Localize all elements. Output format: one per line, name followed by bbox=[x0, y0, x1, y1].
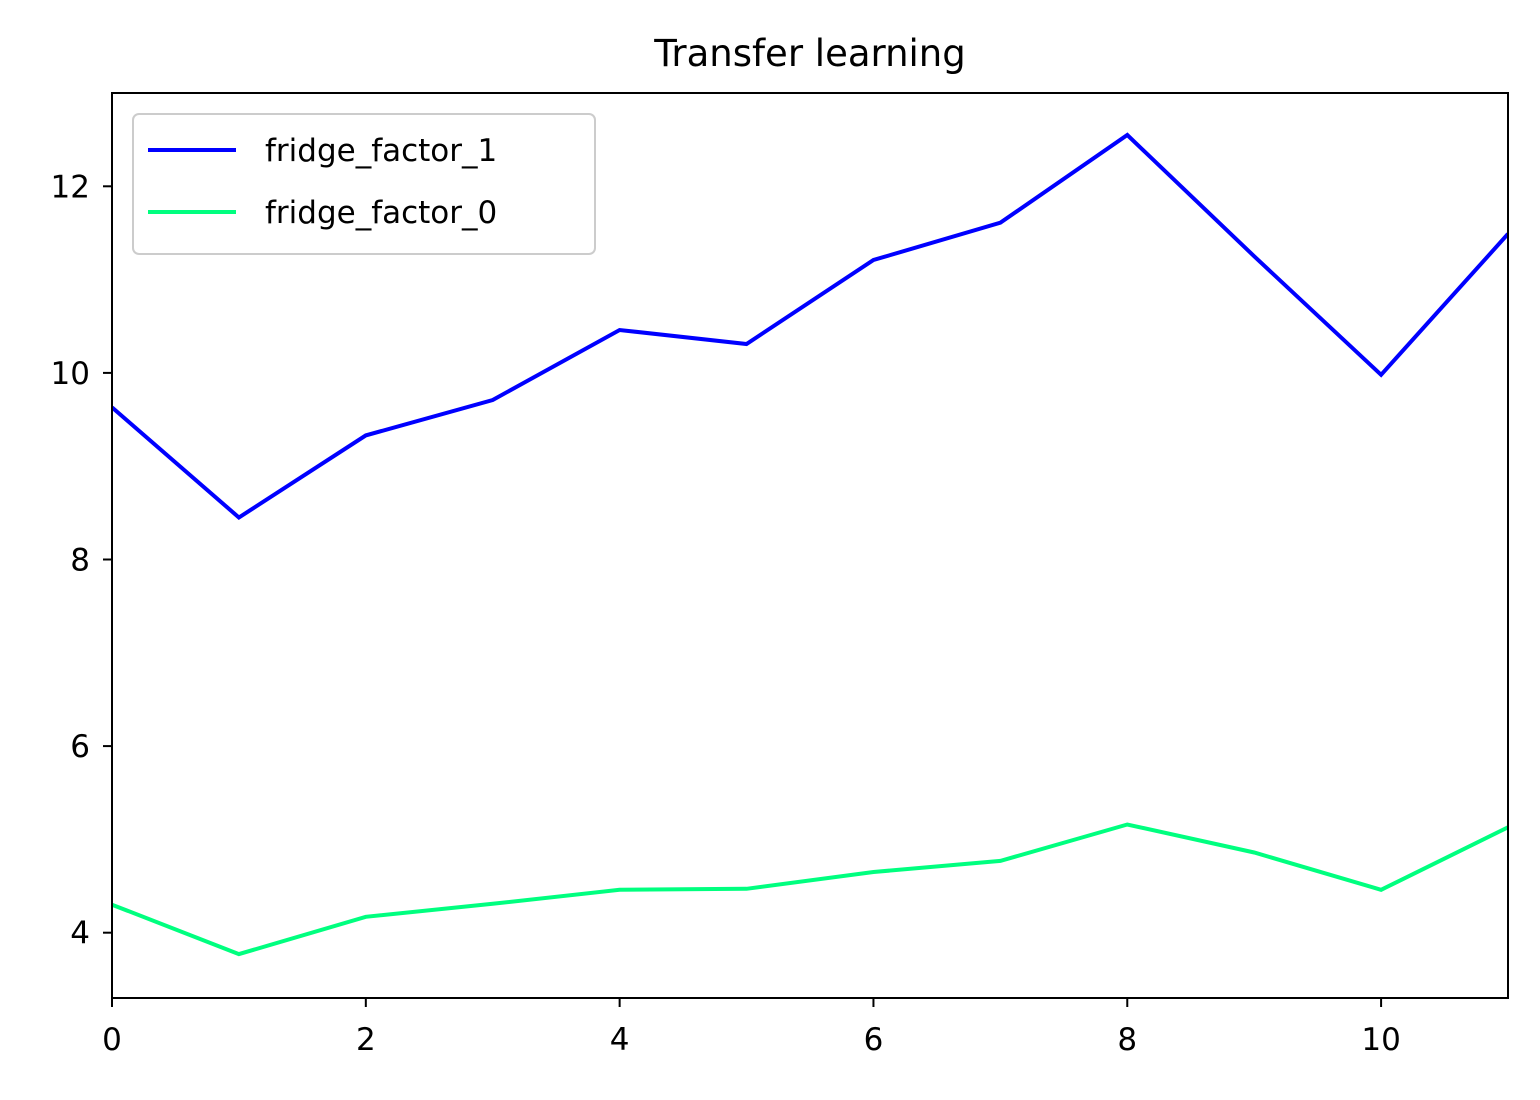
x-tick-label: 4 bbox=[610, 1022, 630, 1058]
series-line-fridge_factor_1 bbox=[112, 132, 1508, 520]
x-tick-label: 0 bbox=[102, 1022, 122, 1058]
legend-label-fridge_factor_0: fridge_factor_0 bbox=[265, 195, 497, 231]
y-tick-label: 8 bbox=[70, 542, 90, 578]
x-tick-label: 8 bbox=[1117, 1022, 1137, 1058]
x-tick-label: 10 bbox=[1361, 1022, 1400, 1058]
x-tick-label: 2 bbox=[356, 1022, 376, 1058]
y-tick-label: 6 bbox=[70, 729, 90, 765]
legend-label-fridge_factor_1: fridge_factor_1 bbox=[265, 133, 497, 169]
legend-frame bbox=[132, 113, 596, 255]
series-line-fridge_factor_0 bbox=[112, 822, 1508, 957]
tick-layer: 0 2 4 6 8 10 4 6 8 10 12 bbox=[51, 169, 1401, 1058]
y-tick-label: 10 bbox=[51, 356, 90, 392]
y-tick-label: 12 bbox=[51, 169, 90, 205]
x-tick-label: 6 bbox=[864, 1022, 884, 1058]
axes-frame bbox=[111, 92, 1509, 999]
chart-title: Transfer learning bbox=[653, 32, 965, 75]
plot-area bbox=[112, 132, 1508, 957]
legend: fridge_factor_1 fridge_factor_0 bbox=[132, 113, 596, 255]
y-tick-label: 4 bbox=[70, 916, 90, 952]
